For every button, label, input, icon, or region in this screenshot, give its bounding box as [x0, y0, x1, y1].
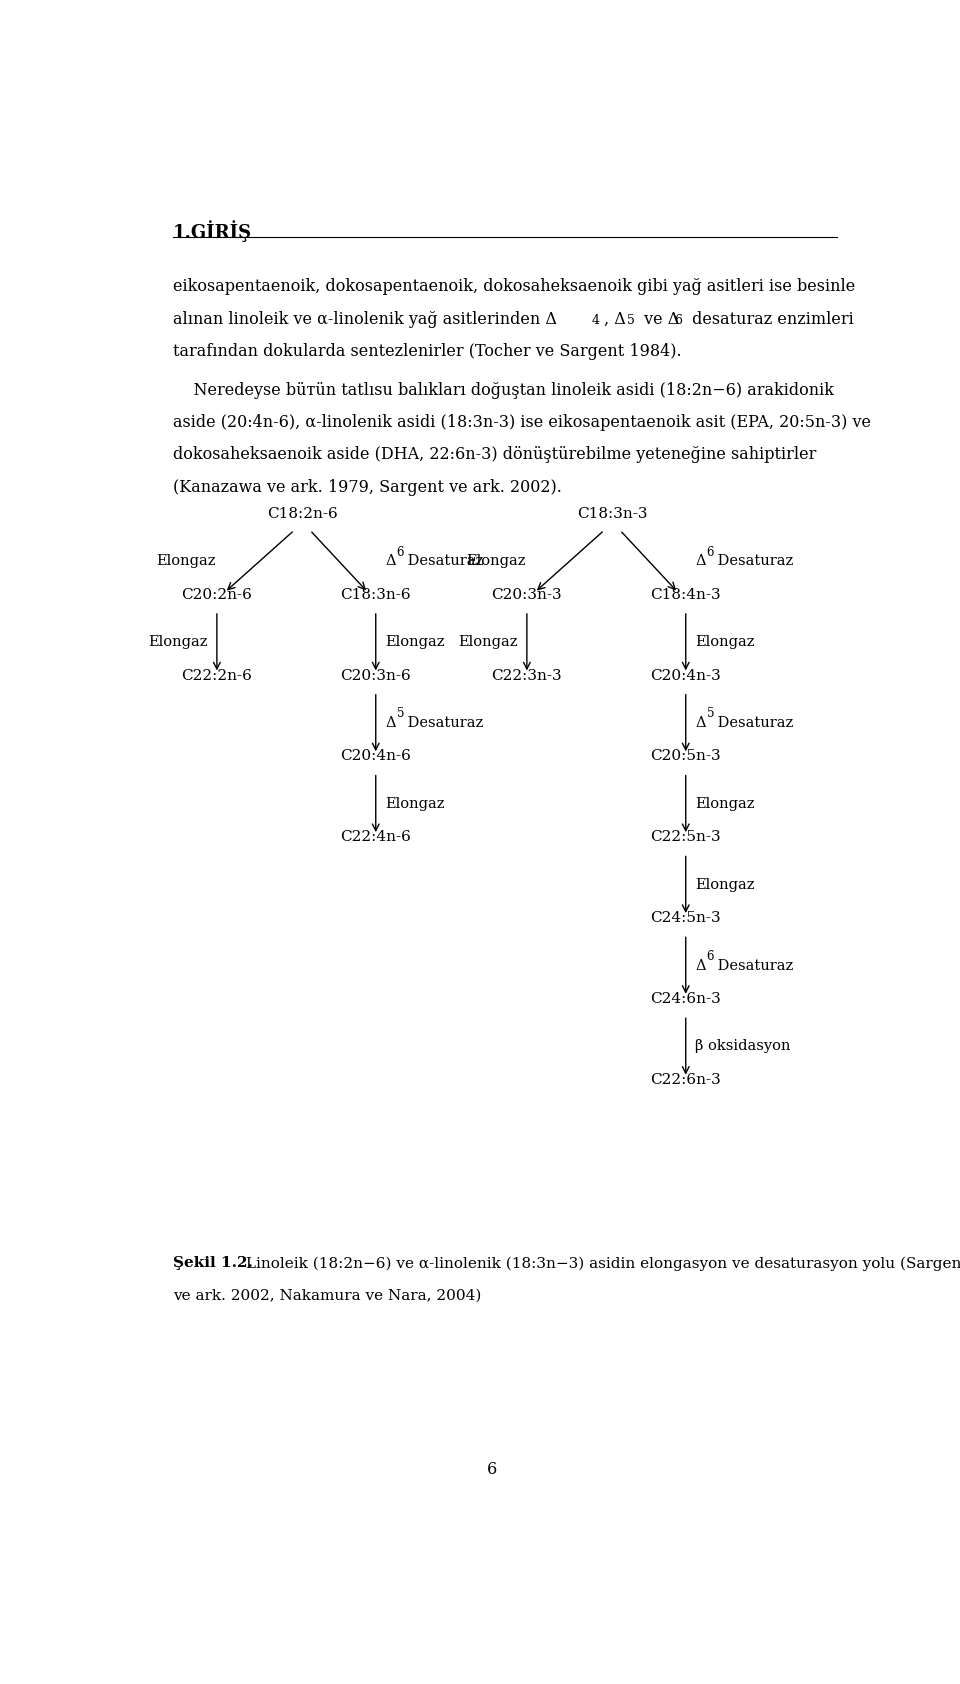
Text: β oksidasyon: β oksidasyon: [695, 1039, 790, 1054]
Text: C18:3n-3: C18:3n-3: [577, 507, 647, 520]
Text: Elongaz: Elongaz: [385, 635, 444, 648]
Text: Neredeyse büтün tatlısu balıkları doğuştan linoleik asidi (18:2n−6) arakidonik: Neredeyse büтün tatlısu balıkları doğuşt…: [173, 382, 833, 399]
Text: 5: 5: [707, 707, 714, 721]
Text: 6: 6: [487, 1462, 497, 1479]
Text: Δ: Δ: [695, 716, 706, 729]
Text: C18:3n-6: C18:3n-6: [341, 588, 411, 601]
Text: C20:4n-3: C20:4n-3: [650, 669, 721, 682]
Text: Desaturaz: Desaturaz: [713, 958, 793, 973]
Text: Desaturaz: Desaturaz: [713, 716, 793, 729]
Text: C18:2n-6: C18:2n-6: [267, 507, 338, 520]
Text: 5: 5: [396, 707, 404, 721]
Text: dokosaheksaenoik aside (DHA, 22:6n-3) dönüştürebilme yeteneğine sahiptirler: dokosaheksaenoik aside (DHA, 22:6n-3) dö…: [173, 446, 816, 463]
Text: Elongaz: Elongaz: [458, 635, 517, 648]
Text: 6: 6: [674, 313, 683, 327]
Text: desaturaz enzimleri: desaturaz enzimleri: [686, 310, 853, 328]
Text: 4: 4: [591, 313, 599, 327]
Text: C24:5n-3: C24:5n-3: [651, 911, 721, 925]
Text: C18:4n-3: C18:4n-3: [651, 588, 721, 601]
Text: C20:3n-3: C20:3n-3: [492, 588, 563, 601]
Text: ve Δ: ve Δ: [639, 310, 680, 328]
Text: Elongaz: Elongaz: [156, 554, 215, 568]
Text: 6: 6: [396, 546, 404, 559]
Text: 6: 6: [707, 950, 714, 963]
Text: C20:3n-6: C20:3n-6: [341, 669, 411, 682]
Text: Elongaz: Elongaz: [385, 797, 444, 810]
Text: tarafından dokularda sentezlenirler (Tocher ve Sargent 1984).: tarafından dokularda sentezlenirler (Toc…: [173, 344, 682, 360]
Text: (Kanazawa ve ark. 1979, Sargent ve ark. 2002).: (Kanazawa ve ark. 1979, Sargent ve ark. …: [173, 478, 562, 495]
Text: Desaturaz: Desaturaz: [403, 554, 483, 568]
Text: 5: 5: [627, 313, 635, 327]
Text: C20:2n-6: C20:2n-6: [181, 588, 252, 601]
Text: Δ: Δ: [385, 554, 396, 568]
Text: C20:4n-6: C20:4n-6: [340, 749, 411, 763]
Text: C20:5n-3: C20:5n-3: [651, 749, 721, 763]
Text: Elongaz: Elongaz: [466, 554, 525, 568]
Text: Desaturaz: Desaturaz: [713, 554, 793, 568]
Text: C22:5n-3: C22:5n-3: [651, 830, 721, 844]
Text: Δ: Δ: [385, 716, 396, 729]
Text: Δ: Δ: [695, 554, 706, 568]
Text: C22:3n-3: C22:3n-3: [492, 669, 563, 682]
Text: C22:2n-6: C22:2n-6: [181, 669, 252, 682]
Text: aside (20:4n-6), α-linolenik asidi (18:3n-3) ise eikosapentaenoik asit (EPA, 20:: aside (20:4n-6), α-linolenik asidi (18:3…: [173, 414, 871, 431]
Text: 1.GİRİŞ: 1.GİRİŞ: [173, 221, 252, 242]
Text: Elongaz: Elongaz: [695, 797, 755, 810]
Text: C24:6n-3: C24:6n-3: [650, 992, 721, 1005]
Text: C22:4n-6: C22:4n-6: [340, 830, 411, 844]
Text: 6: 6: [707, 546, 714, 559]
Text: C22:6n-3: C22:6n-3: [650, 1073, 721, 1086]
Text: Δ: Δ: [695, 958, 706, 973]
Text: Desaturaz: Desaturaz: [403, 716, 483, 729]
Text: , Δ: , Δ: [604, 310, 625, 328]
Text: Elongaz: Elongaz: [695, 877, 755, 893]
Text: eikosapentaenoik, dokosapentaenoik, dokosaheksaenoik gibi yağ asitleri ise besin: eikosapentaenoik, dokosapentaenoik, doko…: [173, 278, 855, 295]
Text: Şekil 1.2.: Şekil 1.2.: [173, 1256, 252, 1270]
Text: Elongaz: Elongaz: [695, 635, 755, 648]
Text: alınan linoleik ve α-linolenik yağ asitlerinden Δ: alınan linoleik ve α-linolenik yağ asitl…: [173, 310, 557, 328]
Text: Linoleik (18:2n−6) ve α-linolenik (18:3n−3) asidin elongasyon ve desaturasyon yo: Linoleik (18:2n−6) ve α-linolenik (18:3n…: [241, 1256, 960, 1271]
Text: Elongaz: Elongaz: [148, 635, 207, 648]
Text: ve ark. 2002, Nakamura ve Nara, 2004): ve ark. 2002, Nakamura ve Nara, 2004): [173, 1288, 481, 1302]
